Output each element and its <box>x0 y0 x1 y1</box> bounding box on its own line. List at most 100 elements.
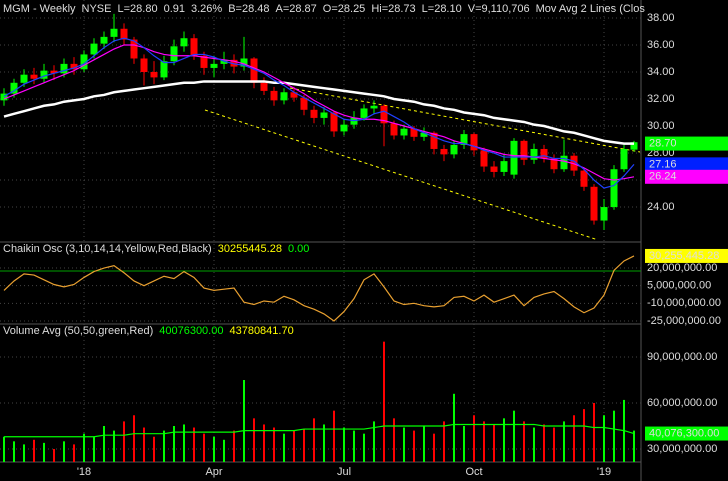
volume-bar <box>373 421 375 462</box>
candle-body <box>580 170 588 187</box>
candle-body <box>330 112 338 132</box>
volume-bar <box>563 421 565 462</box>
volume-bar <box>273 427 275 462</box>
candle-body <box>520 140 528 160</box>
volume-bar <box>573 415 575 462</box>
candle-body <box>310 109 318 118</box>
candle-body <box>150 71 158 78</box>
volume-bar <box>153 436 155 462</box>
candle-body <box>120 28 128 40</box>
volume-bar <box>613 410 615 462</box>
last-value-label: 27.16 <box>649 158 677 170</box>
volume-bar <box>293 430 295 462</box>
candle-body <box>480 150 488 167</box>
candle-body <box>620 148 628 170</box>
panel-header: MGM - Weekly NYSE L=28.80 0.91 3.26% B=28.48 A… <box>3 3 645 15</box>
volume-bar <box>183 424 185 462</box>
last-value-bg <box>645 136 728 151</box>
candle-body <box>370 105 378 109</box>
candle-body <box>180 38 188 47</box>
candle-body <box>230 59 238 67</box>
candle-body <box>40 70 48 79</box>
last-value-bg <box>645 248 728 263</box>
volume-bar <box>483 421 485 462</box>
volume-bar <box>103 425 105 462</box>
last-value-bg <box>645 157 728 172</box>
header-item: 0.00 <box>288 243 309 255</box>
panel-title: Chaikin Osc (3,10,14,14,Yellow,Red,Black… <box>3 243 212 255</box>
header-item: 3.26% <box>191 3 222 15</box>
moving-average-line <box>3 37 635 189</box>
header-item: L=28.10 <box>422 3 462 15</box>
volume-bar <box>213 436 215 462</box>
volume-bar <box>13 441 15 462</box>
header-item: 0.91 <box>164 3 185 15</box>
volume-bar <box>583 409 585 462</box>
y-tick-label: 60,000,000.00 <box>647 397 717 409</box>
volume-bar <box>63 441 65 462</box>
candle-body <box>500 161 508 172</box>
volume-bar <box>313 418 315 462</box>
candle-body <box>130 39 138 59</box>
candle-body <box>400 128 408 136</box>
volume-bar <box>393 418 395 462</box>
volume-bar <box>233 430 235 462</box>
volume-bar <box>603 415 605 462</box>
last-value-label: 30,255,445.28 <box>649 250 719 262</box>
volume-bar <box>173 425 175 462</box>
y-tick-label: 90,000,000.00 <box>647 351 717 363</box>
candle-body <box>280 92 288 101</box>
candle-body <box>240 58 248 67</box>
candle-body <box>560 155 568 170</box>
volume-bar <box>413 430 415 462</box>
last-value-label: 40,076,300.00 <box>649 427 719 439</box>
last-value-bg <box>645 169 728 184</box>
header-item: NYSE <box>82 3 112 15</box>
candle-body <box>390 123 398 136</box>
candle-body <box>450 144 458 155</box>
volume-bar <box>323 424 325 462</box>
candle-body <box>220 59 228 64</box>
candle-body <box>70 63 78 70</box>
volume-bar <box>193 427 195 462</box>
panel-header: Chaikin Osc (3,10,14,14,Yellow,Red,Black… <box>3 243 309 255</box>
candle-body <box>200 55 208 68</box>
candle-body <box>590 186 598 221</box>
candle-body <box>250 58 258 83</box>
candle-body <box>490 166 498 172</box>
volume-bar <box>53 448 55 462</box>
y-tick-label: 24.00 <box>647 201 675 213</box>
y-tick-label: 36.00 <box>647 39 675 51</box>
volume-bar <box>3 436 5 462</box>
volume-bar <box>503 418 505 462</box>
panel-header: Volume Avg (50,50,green,Red) 40076300.00 4… <box>3 325 294 337</box>
x-tick-label: Apr <box>205 466 222 478</box>
candle-body <box>410 128 418 137</box>
volume-bar <box>593 402 595 462</box>
candle-body <box>430 132 438 149</box>
candle-body <box>320 112 328 118</box>
y-tick-label: 5,000,000.00 <box>647 280 711 292</box>
volume-bar <box>523 421 525 462</box>
volume-bar <box>203 433 205 462</box>
volume-bar <box>553 427 555 462</box>
header-item: Mov Avg 2 Lines (Clos <box>536 3 646 15</box>
volume-bar <box>633 430 635 462</box>
y-tick-label: 30,000,000.00 <box>647 443 717 455</box>
volume-bar <box>543 424 545 462</box>
volume-bar <box>533 427 535 462</box>
panel-title: MGM - Weekly <box>3 3 76 15</box>
candle-body <box>290 92 298 98</box>
volume-bar <box>73 444 75 462</box>
last-value-label: 26.24 <box>649 171 677 183</box>
header-item: B=28.48 <box>228 3 269 15</box>
candle-body <box>510 140 518 175</box>
candle-body <box>530 148 538 160</box>
volume-bar <box>93 436 95 462</box>
candle-body <box>340 124 348 132</box>
y-tick-label: -25,000,000.00 <box>647 315 721 327</box>
volume-bar <box>423 425 425 462</box>
x-tick-label: Oct <box>465 466 482 478</box>
trendline <box>204 109 599 241</box>
candle-body <box>420 132 428 137</box>
